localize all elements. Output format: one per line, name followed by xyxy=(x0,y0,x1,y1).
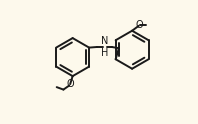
Text: O: O xyxy=(136,20,143,30)
Text: H: H xyxy=(101,48,108,58)
Text: N: N xyxy=(101,36,108,46)
Text: O: O xyxy=(66,79,74,89)
